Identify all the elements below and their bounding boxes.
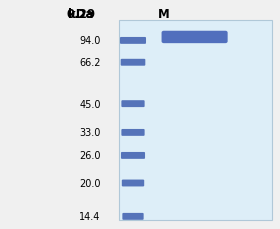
Text: kDa: kDa [68, 8, 94, 21]
Text: 33.0: 33.0 [80, 128, 101, 138]
FancyBboxPatch shape [120, 38, 146, 45]
Text: 26.0: 26.0 [79, 151, 101, 161]
FancyBboxPatch shape [162, 32, 228, 44]
FancyBboxPatch shape [122, 213, 144, 220]
FancyBboxPatch shape [122, 180, 144, 187]
FancyBboxPatch shape [122, 101, 144, 108]
Text: 45.0: 45.0 [79, 99, 101, 109]
FancyBboxPatch shape [121, 152, 145, 159]
FancyBboxPatch shape [119, 21, 272, 220]
Text: M: M [158, 8, 170, 21]
Text: 94.0: 94.0 [80, 36, 101, 46]
FancyBboxPatch shape [122, 129, 144, 136]
Text: 0.29: 0.29 [67, 8, 96, 21]
Text: 20.0: 20.0 [79, 178, 101, 188]
Text: 66.2: 66.2 [79, 58, 101, 68]
FancyBboxPatch shape [121, 60, 145, 66]
Text: 14.4: 14.4 [80, 211, 101, 221]
